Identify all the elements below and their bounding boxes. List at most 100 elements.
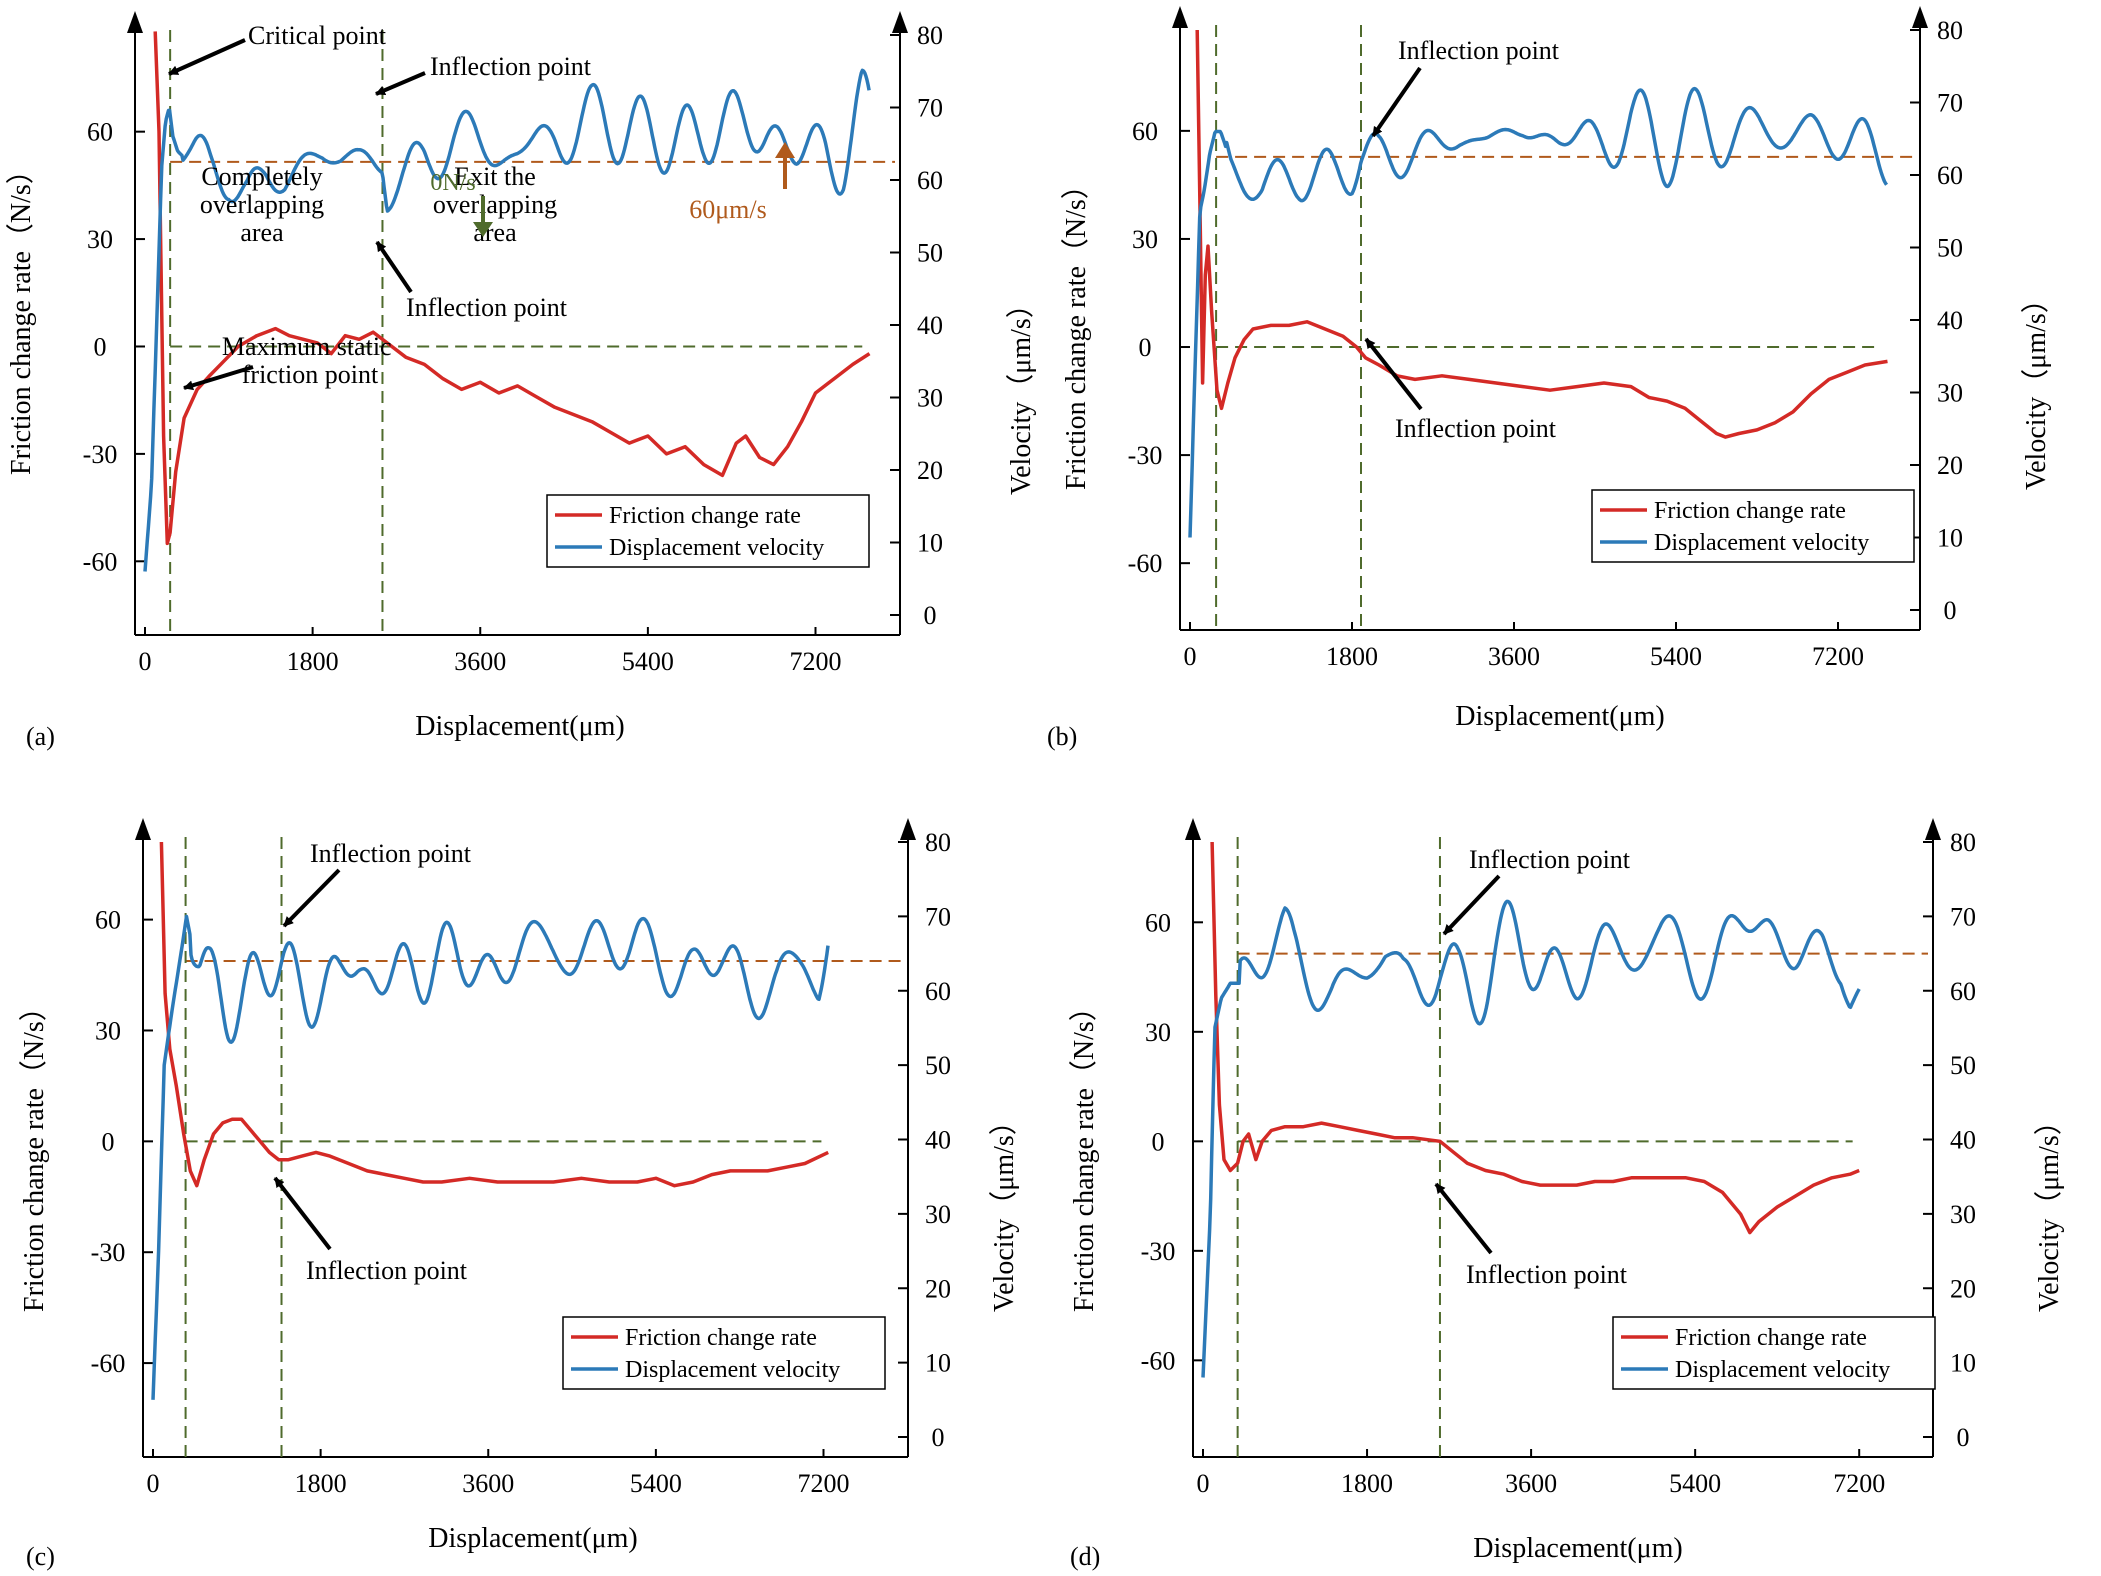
panel-c-y-axis-right-arrow	[900, 818, 916, 840]
panel-c-inflection-bottom-arrow	[273, 1176, 332, 1251]
panel-b-legend-velocity-label: Displacement velocity	[1654, 530, 1869, 556]
panel-a-plot: 0 1800 3600 5400 7200 -60 -30 0 30 60 0 10 20 30 40 50 6…	[5, 11, 1037, 742]
panel-b-x-tick-label: 0	[1184, 642, 1197, 671]
panel-b-annotation-inflection-bottom: Inflection point	[1395, 414, 1557, 443]
panel-b-inflection-bottom-arrow	[1364, 337, 1423, 411]
panel-a-series-friction	[153, 31, 871, 546]
panel-a-annotation-completely-overlapping-line: Completely	[201, 162, 322, 191]
panel-b-y2-tick-label: 30	[1937, 379, 1963, 408]
panel-c-legend-friction-label: Friction change rate	[625, 1325, 817, 1351]
panel-c-x-tick-label: 1800	[295, 1469, 347, 1498]
panel-c-y-tick-label: 0	[102, 1127, 115, 1156]
panel-a-annotation-0ns: 0N/s	[430, 170, 475, 196]
panel-b-y-axis-title-left: Friction change rate（N/s）	[1060, 171, 1092, 490]
panel-a-legend-box	[546, 494, 870, 568]
panel-c-y2-tick-label: 70	[925, 902, 951, 931]
panel-b-y-axis-title-right: Velocity（μm/s）	[2020, 285, 2052, 490]
panel-c-legend: Friction change rate Displacement velocit…	[562, 1316, 886, 1390]
panel-a-x-tick-label: 0	[139, 647, 152, 676]
panel-a-y-tick-label: -30	[83, 440, 118, 469]
panel-a-annotation-exit-overlapping: Exit the overlapping area	[433, 162, 557, 247]
panel-b-legend-friction-label: Friction change rate	[1654, 498, 1846, 524]
panel-a-y2-tick-label: 50	[917, 239, 943, 268]
panel-b-x-tick-label: 5400	[1650, 642, 1702, 671]
panel-c-x-tick-label: 3600	[462, 1469, 514, 1498]
panel-a-inflection-top-arrow	[375, 71, 426, 96]
panel-d-y2-tick-label: 70	[1950, 902, 1976, 931]
panel-b-y2-tick-label: 80	[1937, 16, 1963, 45]
panel-a-x-tick-label: 3600	[454, 647, 506, 676]
panel-a-y2-tick-label: 0	[924, 601, 937, 630]
panel-d-x-tick-label: 0	[1197, 1469, 1210, 1498]
panel-d-y-tick-label: 30	[1145, 1018, 1171, 1047]
panel-b-y2-tick-label: 50	[1937, 234, 1963, 263]
panel-c-y2-tick-label: 30	[925, 1200, 951, 1229]
panel-c-legend-velocity-label: Displacement velocity	[625, 1357, 840, 1383]
panel-a: 0 1800 3600 5400 7200 -60 -30 0 30 60 0 10 20 30 40 50 6…	[5, 11, 1037, 742]
panel-d-x-tick-label: 1800	[1341, 1469, 1393, 1498]
panel-b-y2-tick-label: 10	[1937, 524, 1963, 553]
panel-b-y2-tick-label: 0	[1944, 596, 1957, 625]
panel-a-y2-tick-label: 20	[917, 456, 943, 485]
panel-a-y2-tick-label: 40	[917, 311, 943, 340]
panel-a-x-axis-title: Displacement(μm)	[415, 711, 624, 742]
panel-a-y2-tick-label: 10	[917, 529, 943, 558]
panel-b-series-velocity	[1188, 86, 1889, 538]
panel-d-y2-tick-label: 30	[1950, 1200, 1976, 1229]
panel-b-plot: 0 1800 3600 5400 7200 -60 -30 0 30 60 0 10 20 30 40 50 6…	[1060, 6, 2052, 732]
panel-a-y2-tick-label: 30	[917, 384, 943, 413]
panel-c-annotation-inflection-bottom: Inflection point	[306, 1256, 468, 1285]
panel-b-y-tick-label: 60	[1132, 117, 1158, 146]
panel-a-annotation-critical-point: Critical point	[248, 21, 387, 50]
panel-c-y2-tick-label: 0	[932, 1423, 945, 1452]
panel-a-legend-friction-label: Friction change rate	[609, 503, 801, 529]
panel-b: 0 1800 3600 5400 7200 -60 -30 0 30 60 0 10 20 30 40 50 6…	[1060, 6, 2052, 732]
panel-a-inflection-bottom-arrow	[375, 240, 413, 294]
panel-b-y2-tick-label: 40	[1937, 306, 1963, 335]
panel-b-y-tick-label: 0	[1139, 333, 1152, 362]
panel-d-x-axis-title: Displacement(μm)	[1473, 1533, 1682, 1564]
panel-c-inflection-top-arrow	[282, 868, 341, 928]
panel-a-critical-arrow	[168, 38, 246, 76]
panel-a-y-axis-left-arrow	[127, 11, 143, 33]
panel-a-y-tick-label: 0	[94, 332, 107, 361]
panel-a-y-axis-title-right: Velocity（μm/s）	[1005, 290, 1037, 495]
panel-d-y-axis-left-arrow	[1185, 818, 1201, 840]
panel-c-y2-tick-label: 40	[925, 1126, 951, 1155]
panel-b-inflection-top-arrow	[1371, 66, 1422, 138]
panel-c-x-tick-label: 5400	[630, 1469, 682, 1498]
panel-c-y-axis-left-arrow	[135, 818, 151, 840]
panel-c-y-axis-title-right: Velocity（μm/s）	[988, 1107, 1020, 1312]
panel-b-y-axis-right-arrow	[1912, 6, 1928, 28]
panel-c-plot: 0 1800 3600 5400 7200 -60 -30 0 30 60 0 10 20 30 40 50 6…	[18, 818, 1020, 1554]
panel-a-annotation-exit-overlapping-line: overlapping	[433, 190, 557, 219]
panel-d-y2-tick-label: 50	[1950, 1051, 1976, 1080]
panel-a-series-velocity	[143, 68, 871, 572]
panel-d-plot: 0 1800 3600 5400 7200 -60 -30 0 30 60 0 10 20 30 40 50 6…	[1068, 818, 2065, 1564]
panel-a-annotation-inflection-top: Inflection point	[430, 52, 592, 81]
panel-d-y2-tick-label: 80	[1950, 828, 1976, 857]
panel-a-legend-velocity-label: Displacement velocity	[609, 535, 824, 561]
panel-d-annotation-inflection-top: Inflection point	[1469, 845, 1631, 874]
panel-d-legend-velocity-label: Displacement velocity	[1675, 1357, 1890, 1383]
panel-d-legend-friction-label: Friction change rate	[1675, 1325, 1867, 1351]
panel-d-legend-box	[1612, 1316, 1936, 1390]
panel-d-y2-tick-label: 60	[1950, 977, 1976, 1006]
panel-b-series-friction	[1195, 29, 1888, 439]
panel-a-annotation-inflection-bottom: Inflection point	[406, 293, 568, 322]
panel-d-x-tick-label: 5400	[1669, 1469, 1721, 1498]
panel-d-y-axis-title-right: Velocity（μm/s）	[2033, 1107, 2065, 1312]
panel-b-y-axis-left-arrow	[1172, 6, 1188, 28]
panel-c-y-axis-title-left: Friction change rate（N/s）	[18, 993, 50, 1312]
panel-b-x-tick-label: 7200	[1812, 642, 1864, 671]
panel-d-annotation-inflection-bottom: Inflection point	[1466, 1260, 1628, 1289]
panel-a-annotation-completely-overlapping: Completely overlapping area	[200, 162, 324, 247]
panel-c-x-axis-title: Displacement(μm)	[428, 1523, 637, 1554]
panel-b-annotation-inflection-top: Inflection point	[1398, 36, 1560, 65]
panel-b-x-tick-label: 3600	[1488, 642, 1540, 671]
panel-d-y2-tick-label: 10	[1950, 1349, 1976, 1378]
panel-d-series-friction	[1210, 841, 1860, 1235]
panel-c-y-tick-label: 30	[95, 1016, 121, 1045]
panel-a-annotation-max-static-line2: friction point	[242, 360, 379, 389]
panel-b-y2-tick-label: 20	[1937, 451, 1963, 480]
